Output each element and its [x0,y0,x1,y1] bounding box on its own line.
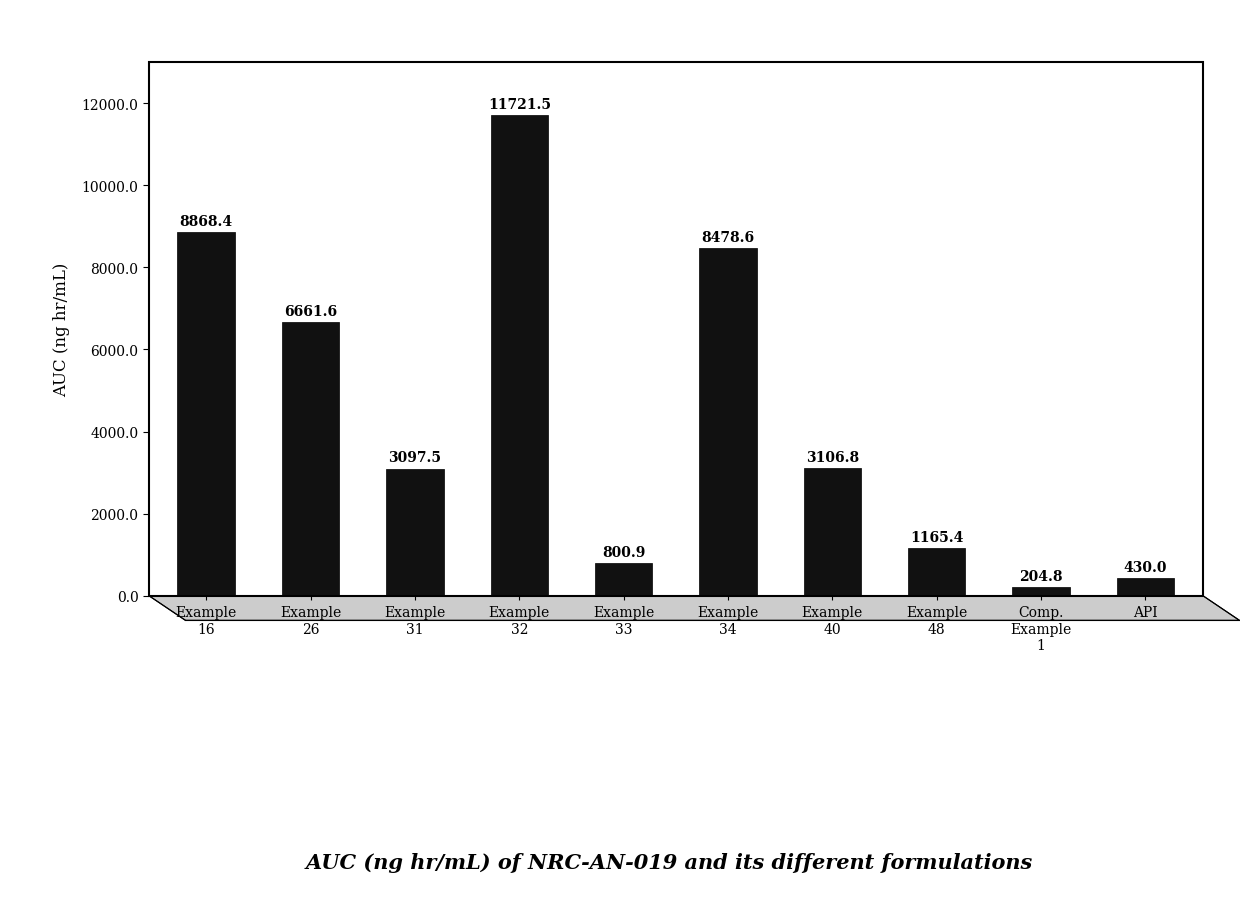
Text: 8478.6: 8478.6 [702,230,755,245]
Text: 3106.8: 3106.8 [806,451,859,464]
Bar [699,248,756,596]
Text: 6661.6: 6661.6 [284,305,337,319]
Text: 204.8: 204.8 [1019,570,1063,583]
Bar [149,63,1203,596]
Y-axis label: AUC (ng hr/mL): AUC (ng hr/mL) [53,263,71,396]
Bar [1117,578,1174,596]
Text: 1165.4: 1165.4 [910,530,963,545]
Bar [177,233,234,596]
Text: AUC (ng hr/mL) of NRC-AN-019 and its different formulations: AUC (ng hr/mL) of NRC-AN-019 and its dif… [306,852,1033,872]
Text: 430.0: 430.0 [1123,560,1167,574]
Text: 8868.4: 8868.4 [180,214,233,228]
Bar [491,116,548,596]
Polygon shape [149,596,1239,620]
Bar [1012,588,1070,596]
Bar [386,469,444,596]
Text: 800.9: 800.9 [601,545,645,559]
Bar [595,563,652,596]
Text: 11721.5: 11721.5 [487,98,551,111]
Bar [281,323,340,596]
Bar [804,469,861,596]
Bar [908,548,966,596]
Text: 3097.5: 3097.5 [388,451,441,465]
